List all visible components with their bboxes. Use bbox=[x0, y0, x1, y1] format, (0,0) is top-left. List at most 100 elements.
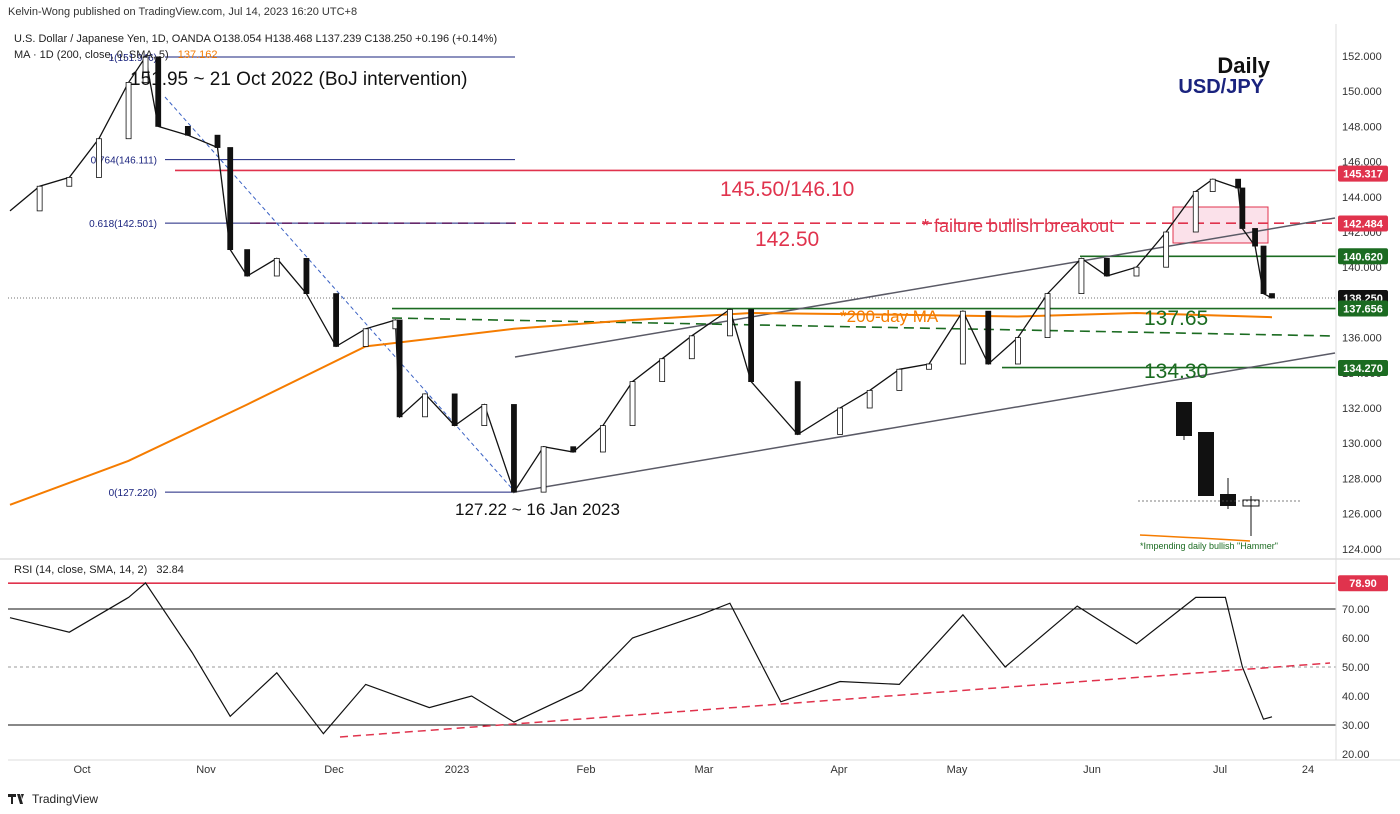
rsi-series bbox=[9, 582, 1273, 735]
fib-level-label: 0(127.220) bbox=[109, 488, 157, 499]
price-candle bbox=[540, 446, 547, 493]
upper-trendline bbox=[514, 217, 1336, 358]
price-candle bbox=[1078, 257, 1085, 294]
inset-ma-line bbox=[1139, 534, 1251, 542]
price-candle bbox=[227, 147, 234, 251]
price-candle bbox=[629, 381, 636, 427]
price-tick-label: 132.000 bbox=[1342, 403, 1382, 415]
price-candle bbox=[599, 425, 606, 453]
price-candle bbox=[303, 257, 310, 294]
resistance-label: 145.50/146.10 bbox=[720, 178, 854, 201]
time-axis: Oct Nov Dec 2023 Feb Mar Apr May Jun Jul 24 bbox=[73, 764, 1314, 776]
rsi-polyline bbox=[9, 582, 1273, 735]
price-candle bbox=[1163, 231, 1170, 268]
footer-brand[interactable]: TradingView bbox=[32, 792, 99, 806]
pair-label: USD/JPY bbox=[1178, 76, 1264, 98]
lower-trendline bbox=[514, 352, 1336, 493]
price-tick-label: 136.000 bbox=[1342, 333, 1382, 345]
price-candle bbox=[96, 138, 102, 178]
price-candle bbox=[896, 368, 903, 391]
price-candle bbox=[1269, 293, 1275, 299]
price-candle bbox=[1235, 178, 1242, 189]
time-tick-label: Jul bbox=[1213, 764, 1227, 776]
price-tick-label: 148.000 bbox=[1342, 121, 1382, 133]
time-tick-label: Dec bbox=[324, 764, 344, 776]
time-tick-label: May bbox=[947, 764, 968, 776]
price-candle bbox=[362, 328, 369, 347]
price-badge bbox=[1338, 248, 1388, 265]
price-badge-label: 140.620 bbox=[1343, 251, 1383, 263]
symbol-line: U.S. Dollar / Japanese Yen, 1D, OANDA O1… bbox=[14, 33, 497, 45]
price-candle bbox=[837, 407, 843, 435]
price-candle bbox=[511, 404, 517, 493]
price-badge bbox=[1338, 300, 1388, 317]
high-note: 151.95 ~ 21 Oct 2022 (BoJ intervention) bbox=[130, 69, 467, 90]
time-tick-label: 2023 bbox=[445, 764, 469, 776]
ma-label: MA · 1D (200, close, 0, SMA, 5) bbox=[14, 49, 169, 61]
ma200-polyline bbox=[9, 311, 1273, 506]
rsi-tick-label: 20.00 bbox=[1342, 749, 1370, 761]
price-candle bbox=[570, 446, 577, 453]
price-candle bbox=[333, 293, 339, 347]
time-tick-label: Oct bbox=[73, 764, 90, 776]
price-candle bbox=[866, 389, 873, 409]
price-candle bbox=[1015, 337, 1021, 365]
price-badges: 145.317142.484140.620138.250137.656134.2… bbox=[1338, 165, 1388, 377]
rsi-tick-label: 50.00 bbox=[1342, 662, 1370, 674]
timeframe-label: Daily bbox=[1217, 53, 1270, 78]
fibonacci-levels: 1(151.946) 0.764(146.111) 0.618(142.501) 0(… bbox=[89, 53, 515, 499]
price-candle bbox=[481, 404, 488, 427]
price-candle bbox=[1192, 191, 1199, 233]
neckline-dashed bbox=[391, 317, 1336, 337]
inset-candle bbox=[1198, 432, 1214, 496]
ma-value: 137.162 bbox=[178, 49, 218, 61]
price-candle bbox=[273, 257, 280, 277]
price-tick-label: 146.000 bbox=[1342, 157, 1382, 169]
price-candle bbox=[959, 310, 966, 365]
price-candle bbox=[1260, 245, 1267, 295]
price-candle bbox=[36, 185, 43, 212]
price-candle bbox=[1252, 228, 1258, 247]
price-series bbox=[9, 55, 1275, 494]
breakout-note: * failure bullish breakout bbox=[922, 216, 1114, 236]
price-candle bbox=[244, 249, 251, 277]
rsi-tick-label: 70.00 bbox=[1342, 604, 1370, 616]
level-142-label: 142.50 bbox=[755, 228, 819, 251]
price-candle bbox=[794, 381, 801, 435]
ma200-line bbox=[9, 311, 1273, 506]
time-tick-label: Feb bbox=[577, 764, 596, 776]
footer: TradingView bbox=[8, 792, 98, 806]
price-candle bbox=[155, 56, 162, 127]
price-candle bbox=[184, 126, 191, 136]
price-candle bbox=[727, 309, 733, 337]
ma-legend: MA · 1D (200, close, 0, SMA, 5) 137.162 bbox=[14, 49, 218, 61]
price-badge-label: 137.656 bbox=[1343, 303, 1383, 315]
price-candle bbox=[422, 393, 428, 418]
fib-level-label: 1(151.946) bbox=[109, 53, 157, 64]
price-candle bbox=[396, 319, 403, 418]
rsi-legend: RSI (14, close, SMA, 14, 2) 32.84 bbox=[14, 564, 184, 576]
rsi-trendline bbox=[339, 662, 1331, 738]
price-badge-label: 145.317 bbox=[1343, 169, 1383, 181]
price-badge-label: 134.270 bbox=[1343, 363, 1383, 375]
rsi-badge bbox=[1338, 575, 1388, 592]
price-badge bbox=[1338, 165, 1388, 182]
inset-candle bbox=[1176, 402, 1192, 436]
price-candle bbox=[1103, 257, 1110, 277]
price-candle bbox=[214, 134, 221, 148]
price-candle bbox=[748, 309, 755, 383]
level-137-label: 137.65 bbox=[1144, 307, 1208, 330]
price-badge bbox=[1338, 215, 1388, 232]
price-candle bbox=[688, 335, 695, 360]
price-candle bbox=[659, 358, 666, 383]
price-candle bbox=[985, 310, 992, 365]
time-tick-label: 24 bbox=[1302, 764, 1314, 776]
low-note: 127.22 ~ 16 Jan 2023 bbox=[455, 500, 620, 519]
price-tick-label: 124.000 bbox=[1342, 544, 1382, 556]
price-candle bbox=[1239, 187, 1246, 229]
price-tick-label: 128.000 bbox=[1342, 473, 1382, 485]
rsi-tick-label: 40.00 bbox=[1342, 691, 1370, 703]
price-tick-label: 130.000 bbox=[1342, 438, 1382, 450]
rsi-tick-label: 30.00 bbox=[1342, 720, 1370, 732]
